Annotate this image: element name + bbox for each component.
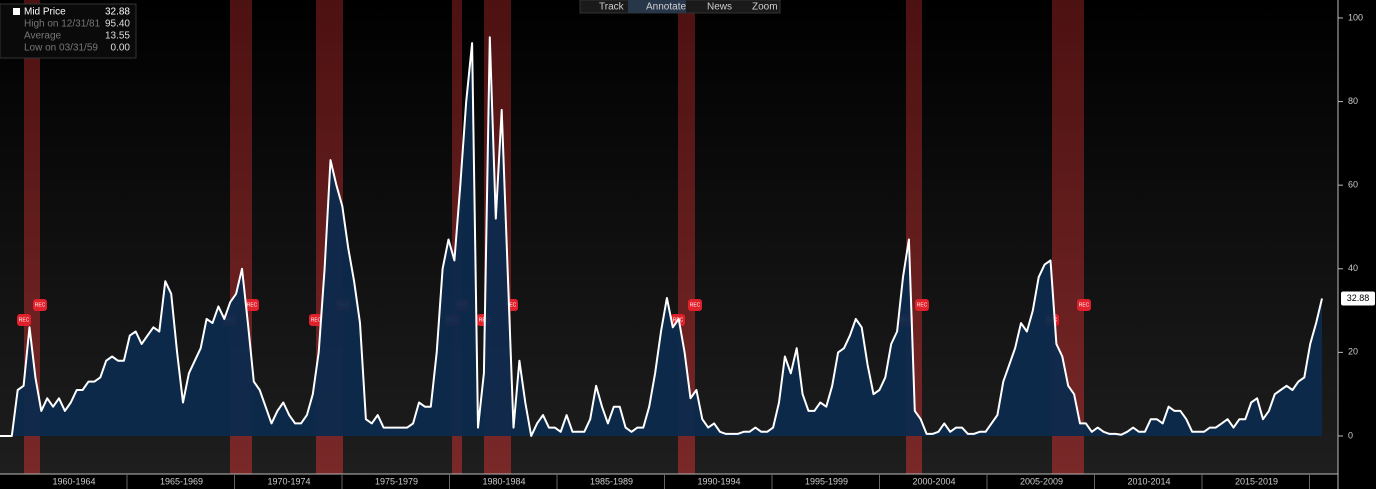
rec-label: REC <box>247 302 258 308</box>
axes: 0 20 40 60 80 100 1960-1964 1965-1969 1970-1974 1… <box>52 12 1375 489</box>
rec-label: REC <box>690 302 701 308</box>
rec-label: REC <box>1079 302 1090 308</box>
x-tick-label: 1975-1979 <box>375 476 418 486</box>
y-tick-label: 40 <box>1348 263 1358 273</box>
plot <box>0 36 1323 437</box>
y-tick-label: 100 <box>1348 12 1363 22</box>
legend: Mid Price 32.88 High on 12/31/81 95.40 A… <box>0 3 137 59</box>
legend-value: 0.00 <box>111 43 131 54</box>
rec-marker <box>245 299 259 311</box>
rec-annotation: REC <box>17 314 31 326</box>
legend-value: 32.88 <box>105 7 130 18</box>
x-tick-label: 1965-1969 <box>160 476 203 486</box>
rec-marker <box>915 299 929 311</box>
x-tick-label: 1980-1984 <box>482 476 525 486</box>
x-tick-label: 2010-2014 <box>1127 476 1170 486</box>
toolbar-annotate[interactable]: Annotate <box>646 2 686 13</box>
x-tick-label: 1970-1974 <box>267 476 310 486</box>
legend-bg <box>0 3 137 59</box>
legend-name: Mid Price <box>24 7 66 18</box>
x-tick-label: 1985-1989 <box>590 476 633 486</box>
rec-annotation: REC <box>245 299 259 311</box>
legend-value: 13.55 <box>105 31 130 42</box>
rec-marker <box>1077 299 1091 311</box>
rec-label: REC <box>19 317 30 323</box>
toolbar-news[interactable]: News <box>707 2 732 13</box>
rec-annotation: REC <box>33 299 47 311</box>
legend-name: Low on 03/31/59 <box>24 43 98 54</box>
y-tick-label: 60 <box>1348 180 1358 190</box>
x-tick-label: 2015-2019 <box>1235 476 1278 486</box>
rec-label: REC <box>35 302 46 308</box>
rec-label: REC <box>506 302 517 308</box>
area <box>0 37 1322 436</box>
legend-name: High on 12/31/81 <box>24 19 101 30</box>
rec-annotation: REC <box>309 314 323 326</box>
rec-marker <box>688 299 702 311</box>
legend-swatch <box>13 8 20 15</box>
legend-value: 95.40 <box>105 19 130 30</box>
y-tick-label: 20 <box>1348 347 1358 357</box>
x-tick-label: 2005-2009 <box>1020 476 1063 486</box>
x-tick-label: 1995-1999 <box>805 476 848 486</box>
toolbar-track[interactable]: Track <box>599 2 625 13</box>
line <box>0 36 1323 437</box>
x-tick-label: 1960-1964 <box>52 476 95 486</box>
x-tick-label: 2000-2004 <box>912 476 955 486</box>
last-value-label: 32.88 <box>1347 293 1370 303</box>
toolbar-zoom[interactable]: Zoom <box>752 2 778 13</box>
legend-name: Average <box>24 31 62 42</box>
x-tick-label: 1990-1994 <box>697 476 740 486</box>
y-tick-label: 80 <box>1348 96 1358 106</box>
rec-annotation: REC <box>1077 299 1091 311</box>
toolbar-active <box>628 0 686 13</box>
rec-marker <box>17 314 31 326</box>
rec-annotation: REC <box>915 299 929 311</box>
rec-marker <box>33 299 47 311</box>
y-tick-label: 0 <box>1348 430 1353 440</box>
rec-label: REC <box>311 317 322 323</box>
last-value-box <box>1341 291 1375 306</box>
rec-label: REC <box>917 302 928 308</box>
rec-marker <box>309 314 323 326</box>
rec-annotation: REC <box>688 299 702 311</box>
toolbar: Track Annotate News Zoom <box>579 0 781 14</box>
